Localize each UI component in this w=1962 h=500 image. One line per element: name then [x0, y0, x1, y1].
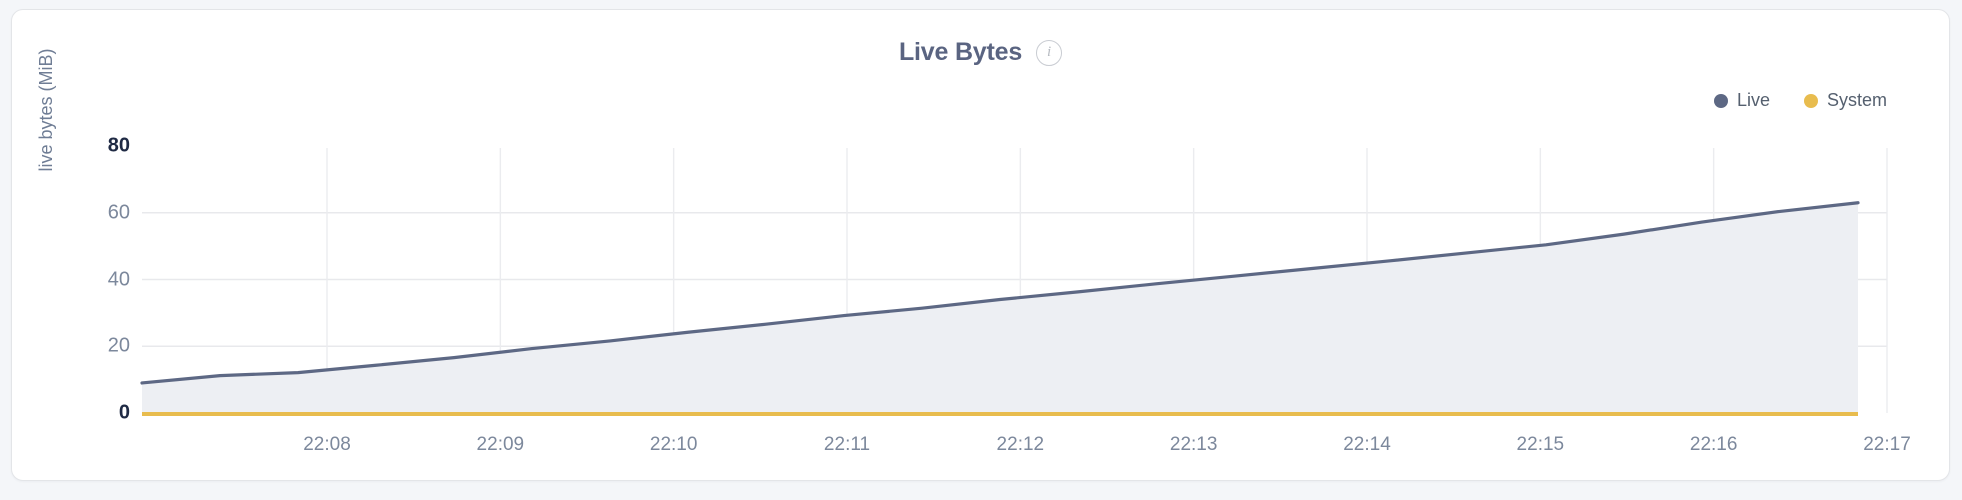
series-line-live — [140, 201, 1860, 385]
y-tick-label: 20 — [107, 334, 130, 357]
x-tick-label: 22:16 — [1689, 434, 1738, 455]
legend-item-system[interactable]: System — [1803, 90, 1887, 111]
x-tick-label: 22:08 — [303, 434, 351, 455]
live-bytes-card: Live Bytes i Live System live bytes (MiB… — [11, 9, 1950, 481]
y-tick-label: 0 — [118, 401, 130, 424]
x-tick-label: 22:17 — [1863, 434, 1911, 455]
legend-label-system: System — [1826, 90, 1887, 110]
x-tick-label: 22:11 — [823, 434, 871, 455]
legend-dot-live — [1713, 93, 1728, 108]
info-circle-icon[interactable]: i — [1036, 39, 1063, 66]
legend-item-live[interactable]: Live — [1713, 90, 1770, 111]
x-tick-label: 22:10 — [649, 434, 698, 455]
legend-dot-system — [1803, 93, 1818, 108]
legend-label-live: Live — [1736, 90, 1770, 110]
y-tick-label: 40 — [107, 268, 130, 290]
plot-area: live bytes (MiB) 0 20 40 60 80 22:08 22:09 22:… — [12, 10, 1951, 482]
x-axis-ticks: 22:08 22:09 22:10 22:11 22:12 22:13 22:14 22:15… — [12, 10, 1951, 482]
x-tick-label: 22:12 — [996, 434, 1045, 455]
x-tick-label: 22:13 — [1169, 434, 1218, 455]
chart-header: Live Bytes i — [12, 38, 1949, 67]
y-tick-label: 80 — [107, 134, 130, 157]
x-tick-label: 22:09 — [476, 434, 525, 455]
chart-canvas — [140, 148, 1888, 416]
page-title: Live Bytes — [898, 38, 1023, 66]
x-tick-label: 22:15 — [1516, 434, 1565, 455]
chart-legend: Live System — [1713, 90, 1887, 111]
x-tick-label: 22:14 — [1343, 434, 1391, 455]
y-axis-ticks: 0 20 40 60 80 — [70, 10, 130, 482]
y-tick-label: 60 — [107, 201, 130, 224]
area-fill-live — [142, 202, 1858, 413]
